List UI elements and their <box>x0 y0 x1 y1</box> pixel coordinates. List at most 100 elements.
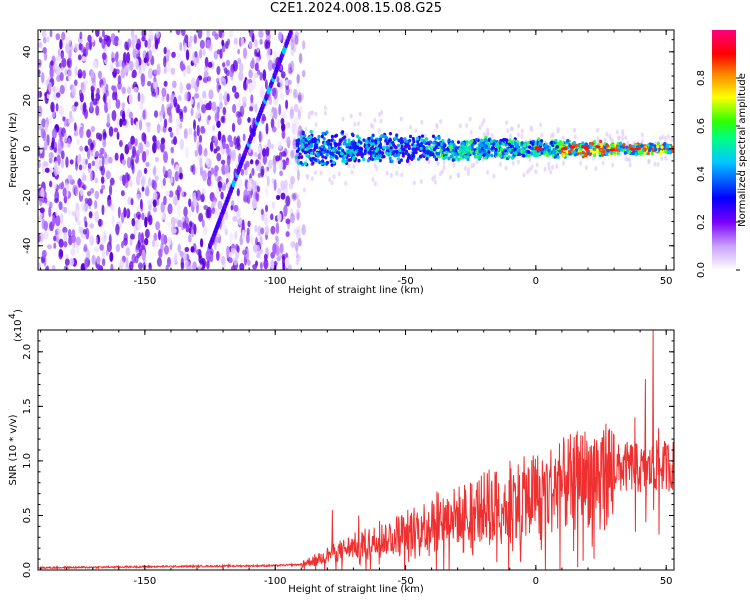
spectrogram-band-cell <box>549 140 554 145</box>
spectrogram-band-cell <box>325 130 329 135</box>
spectrogram-noise-cell <box>262 113 266 120</box>
spectrogram-haze-cell <box>551 164 555 170</box>
spectrogram-noise-cell <box>301 224 306 236</box>
spectrogram-noise-cell <box>46 36 50 43</box>
spectrogram-band-cell <box>365 144 369 149</box>
spectrogram-noise-cell <box>184 216 189 226</box>
spectrogram-haze-cell <box>389 172 393 178</box>
spectrogram-noise-cell <box>270 118 275 129</box>
colorbar-gradient <box>712 30 736 270</box>
spectrogram-haze-cell <box>442 164 446 170</box>
spectrogram-band-cell <box>520 141 524 145</box>
spectrogram-noise-cell <box>98 153 103 159</box>
spectrogram-haze-cell <box>358 111 362 117</box>
spectrogram-noise-cell <box>240 37 245 46</box>
spectrogram-noise-cell <box>121 84 127 97</box>
spectrogram-band-cell <box>504 151 509 156</box>
spectrogram-noise-cell <box>204 56 209 68</box>
spectrogram-noise-cell <box>136 206 140 213</box>
spectrogram-band-cell <box>572 150 577 154</box>
spectrogram-haze-cell <box>347 163 351 169</box>
spectrogram-noise-cell <box>163 46 167 55</box>
spectrogram-noise-cell <box>199 259 204 265</box>
spectrogram-noise-cell <box>135 243 141 251</box>
spectrogram-noise-cell <box>142 109 146 120</box>
spectrogram-band-cell <box>354 144 358 149</box>
spectrogram-noise-cell <box>219 101 223 110</box>
spectrogram-noise-cell <box>296 199 301 209</box>
spectrogram-band-cell <box>484 144 489 149</box>
spectrogram-band-cell <box>499 147 504 152</box>
spectrogram-noise-cell <box>59 212 64 224</box>
spectrogram-band-cell <box>562 153 566 158</box>
spectrogram-haze-cell <box>341 116 345 122</box>
spectrogram-noise-cell <box>147 177 152 187</box>
spectrogram-noise-cell <box>251 180 257 192</box>
spectrogram-noise-cell <box>265 185 269 197</box>
spectrogram-noise-cell <box>179 250 184 258</box>
spectrogram-haze-cell <box>458 123 462 129</box>
spectrogram-haze-cell <box>615 129 619 135</box>
spectrogram-band-cell <box>547 148 551 153</box>
spectrogram-noise-cell <box>121 102 126 109</box>
spectrogram-noise-cell <box>45 265 50 270</box>
spectrogram-peak-cell <box>629 147 636 151</box>
spectrogram-haze-cell <box>508 133 512 139</box>
spectrogram-band-cell <box>437 136 441 140</box>
spectrogram-noise-cell <box>63 231 68 242</box>
spectrogram-noise-cell <box>247 259 251 266</box>
spectrogram-noise-cell <box>232 103 237 114</box>
spectrogram-noise-cell <box>202 90 207 99</box>
spectrogram-noise-cell <box>135 173 141 186</box>
spectrogram-noise-cell <box>202 226 208 235</box>
spectrogram-haze-cell <box>486 169 490 175</box>
spectrogram-noise-cell <box>98 70 102 80</box>
spectrogram-noise-cell <box>152 206 158 213</box>
spectrogram-y-axis-label: Frequency (Hz) <box>8 112 19 188</box>
spectrogram-noise-cell <box>222 141 226 150</box>
snr-scale-note: (x10 4 ) <box>8 309 24 342</box>
spectrogram-noise-cell <box>145 161 150 168</box>
spectrogram-band-cell <box>479 138 484 143</box>
spectrogram-band-cell <box>384 139 388 143</box>
spectrogram-band-cell <box>316 152 320 157</box>
spectrogram-band-cell <box>459 153 463 158</box>
spectrogram-haze-cell <box>628 162 632 168</box>
spectrogram-noise-cell <box>116 131 120 140</box>
spectrogram-noise-cell <box>149 32 155 39</box>
spectrogram-haze-cell <box>528 167 532 173</box>
spectrogram-noise-cell <box>203 148 208 157</box>
spectrogram-noise-cell <box>186 261 192 270</box>
spectrogram-band-cell <box>408 134 413 139</box>
spectrogram-noise-cell <box>135 121 139 129</box>
spectrogram-noise-cell <box>177 243 182 253</box>
spectrogram-noise-cell <box>212 124 216 132</box>
spectrogram-noise-cell <box>127 38 132 48</box>
spectrogram-noise-cell <box>186 83 192 91</box>
spectrogram-haze-cell <box>314 122 318 128</box>
spectrogram-noise-cell <box>231 85 237 93</box>
spectrogram-band-cell <box>490 153 494 158</box>
spectrogram-noise-cell <box>191 163 196 176</box>
spectrogram-band-cell <box>397 160 402 165</box>
spectrogram-haze-cell <box>310 176 314 182</box>
spectrogram-noise-cell <box>147 38 152 50</box>
spectrogram-noise-cell <box>287 172 291 180</box>
spectrogram-haze-cell <box>427 159 431 165</box>
spectrogram-haze-cell <box>550 133 554 139</box>
spectrogram-band-cell <box>668 150 672 154</box>
spectrogram-band-cell <box>420 138 424 142</box>
spectrogram-noise-cell <box>87 162 92 170</box>
spectrogram-band-cell <box>527 145 532 149</box>
spectrogram-noise-cell <box>213 210 219 219</box>
spectrogram-noise-cell <box>248 69 253 79</box>
spectrogram-noise-cell <box>153 75 157 83</box>
spectrogram-haze-cell <box>647 159 651 165</box>
spectrogram-noise-cell <box>194 50 198 58</box>
spectrogram-noise-cell <box>115 223 120 236</box>
spectrogram-noise-cell <box>83 79 89 86</box>
spectrogram-noise-cell <box>115 61 120 68</box>
spectrogram-band-cell <box>579 147 583 152</box>
spectrogram-haze-cell <box>621 131 625 137</box>
spectrogram-noise-cell <box>63 241 68 248</box>
